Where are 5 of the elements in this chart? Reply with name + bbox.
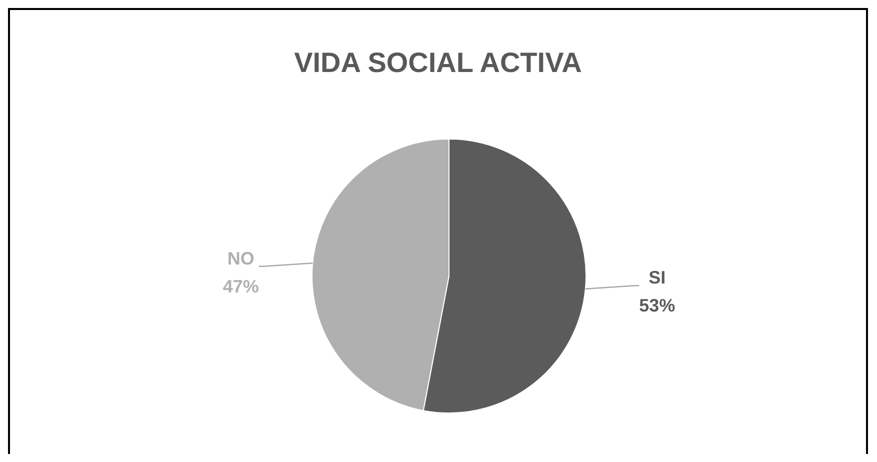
- slice-label: SI: [648, 268, 666, 288]
- data-label: 53%: [639, 296, 676, 316]
- chart-title: VIDA SOCIAL ACTIVA: [294, 47, 582, 78]
- slice-label: NO: [227, 248, 254, 268]
- data-label: 47%: [222, 276, 259, 296]
